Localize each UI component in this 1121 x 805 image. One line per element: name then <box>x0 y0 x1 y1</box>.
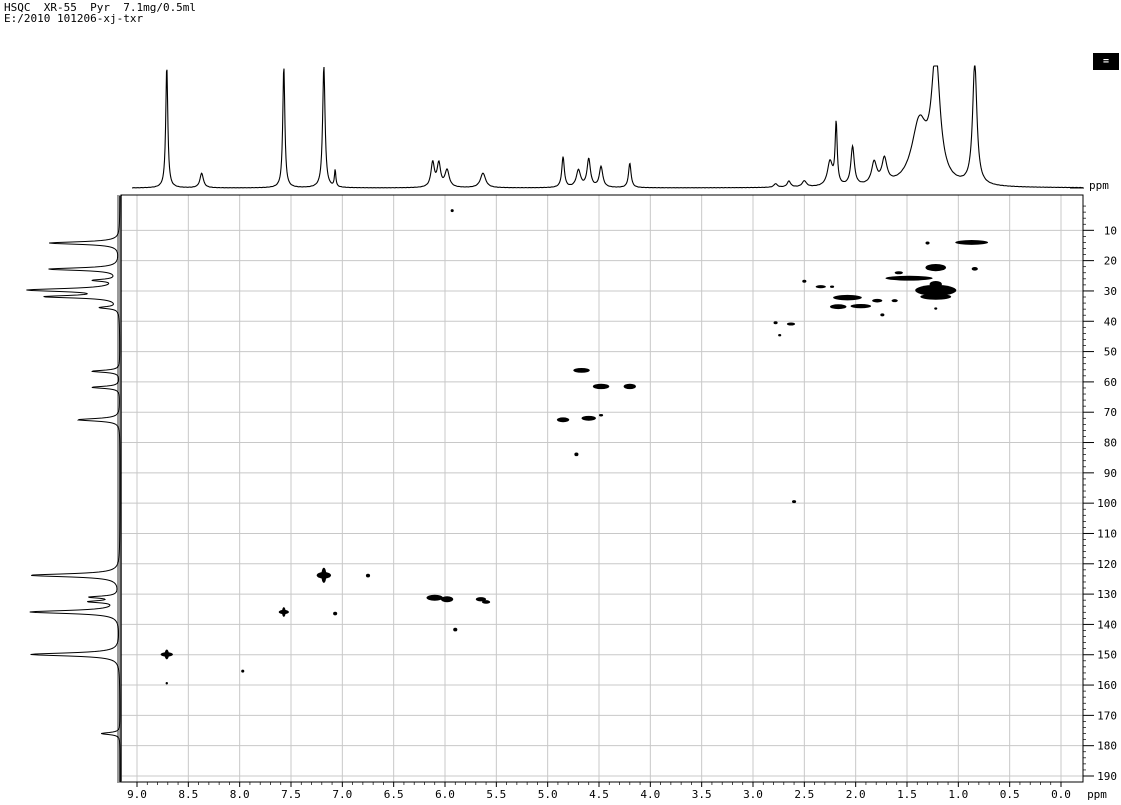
cross-peak <box>802 279 807 283</box>
cross-peak <box>894 271 903 275</box>
x-tick-label: 3.5 <box>692 788 712 801</box>
y-tick-label: 20 <box>1104 255 1117 268</box>
x-tick-label: 7.5 <box>281 788 301 801</box>
carbon-projection-trace <box>26 196 121 782</box>
y-tick-label: 40 <box>1104 315 1117 328</box>
cross-peak <box>573 367 590 373</box>
cross-peak <box>450 209 454 213</box>
top-projection <box>131 65 1084 189</box>
cross-peak <box>830 304 847 310</box>
y-tick-label: 80 <box>1104 437 1117 450</box>
cross-peak <box>165 682 168 685</box>
y-tick-label: 70 <box>1104 406 1117 419</box>
cross-peak <box>929 280 942 288</box>
y-tick-label: 90 <box>1104 467 1117 480</box>
cross-peak <box>365 573 371 578</box>
cross-peak <box>333 611 338 616</box>
cross-peak <box>773 321 778 325</box>
y-tick-label: 110 <box>1097 527 1117 540</box>
cross-peak <box>872 298 883 303</box>
plot-border <box>120 194 1084 783</box>
y-tick-label: 180 <box>1097 740 1117 753</box>
grid-lines <box>121 195 1083 782</box>
cross-peak <box>574 452 579 457</box>
cross-peak <box>241 669 245 673</box>
y-tick-label: 60 <box>1104 376 1117 389</box>
cross-peak <box>581 415 596 421</box>
x-tick-label: 6.0 <box>435 788 455 801</box>
x-tick-label: 8.0 <box>230 788 250 801</box>
spectrum-title: HSQC XR-55 Pyr 7.1mg/0.5ml <box>4 1 197 14</box>
cross-peak <box>920 293 952 300</box>
y-tick-label: 130 <box>1097 588 1117 601</box>
y-tick-label: 100 <box>1097 497 1117 510</box>
y-tick-label: 10 <box>1104 224 1117 237</box>
x-axis: 9.0 8.5 8.0 7.5 7.0 6.5 6.0 5.5 5.0 4.5 4.0 3.5 3.0 2… <box>127 782 1107 801</box>
cross-peak <box>475 597 487 602</box>
cross-peak <box>915 284 957 296</box>
cross-peak <box>599 414 604 417</box>
x-tick-label: 4.0 <box>640 788 660 801</box>
x-tick-label: 2.5 <box>794 788 814 801</box>
y-tick-label: 170 <box>1097 709 1117 722</box>
cross-peak <box>556 417 570 423</box>
x-tick-label: 6.5 <box>384 788 404 801</box>
cross-peak <box>623 383 636 390</box>
x-tick-label: 2.0 <box>846 788 866 801</box>
y-tick-label: 190 <box>1097 770 1117 783</box>
x-axis-unit: ppm <box>1087 788 1107 801</box>
cross-peak <box>440 596 454 603</box>
cross-peak <box>850 303 872 309</box>
y-axis: 10 20 30 40 50 60 70 80 90 100 110 120 130 140 150 160 1… <box>1083 179 1117 783</box>
cross-peaks <box>160 209 989 685</box>
y-tick-label: 50 <box>1104 346 1117 359</box>
cross-peak <box>830 285 835 288</box>
cross-peak <box>955 240 989 245</box>
x-tick-label: 1.0 <box>948 788 968 801</box>
y-axis-unit: ppm <box>1089 179 1109 192</box>
cross-peak <box>880 313 885 317</box>
file-path: E:/2010 101206-xj-txr <box>4 12 144 25</box>
cross-peak <box>778 333 782 337</box>
cross-peak <box>426 594 443 601</box>
cross-peak <box>925 241 930 245</box>
y-tick-label: 160 <box>1097 679 1117 692</box>
x-tick-label: 4.5 <box>589 788 609 801</box>
cross-peak <box>934 307 938 310</box>
left-projection <box>26 195 122 783</box>
cross-peak <box>885 275 933 281</box>
cross-peak <box>278 607 289 617</box>
x-tick-label: 7.0 <box>332 788 352 801</box>
x-tick-label: 8.5 <box>178 788 198 801</box>
cross-peak <box>891 299 898 303</box>
y-tick-label: 140 <box>1097 618 1117 631</box>
y-tick-label: 30 <box>1104 285 1117 298</box>
cross-peak <box>792 500 797 504</box>
cross-peak <box>160 649 173 660</box>
menu-badge-icon[interactable]: = <box>1093 53 1119 70</box>
cross-peak <box>592 383 610 390</box>
x-tick-label: 9.0 <box>127 788 147 801</box>
y-tick-label: 150 <box>1097 649 1117 662</box>
cross-peak <box>925 263 947 272</box>
proton-projection-trace <box>131 65 1084 189</box>
cross-peak <box>481 600 491 604</box>
cross-peak <box>833 294 862 301</box>
x-tick-label: 0.0 <box>1051 788 1071 801</box>
y-tick-label: 120 <box>1097 558 1117 571</box>
cross-peak <box>815 285 826 289</box>
x-tick-label: 1.5 <box>897 788 917 801</box>
cross-peak <box>316 567 332 583</box>
plot-frame <box>120 194 1084 783</box>
cross-peak <box>786 322 796 326</box>
x-tick-label: 0.5 <box>1000 788 1020 801</box>
x-tick-label: 5.0 <box>538 788 558 801</box>
cross-peak <box>453 627 458 632</box>
x-tick-label: 5.5 <box>486 788 506 801</box>
cross-peak <box>971 266 978 271</box>
x-tick-label: 3.0 <box>743 788 763 801</box>
